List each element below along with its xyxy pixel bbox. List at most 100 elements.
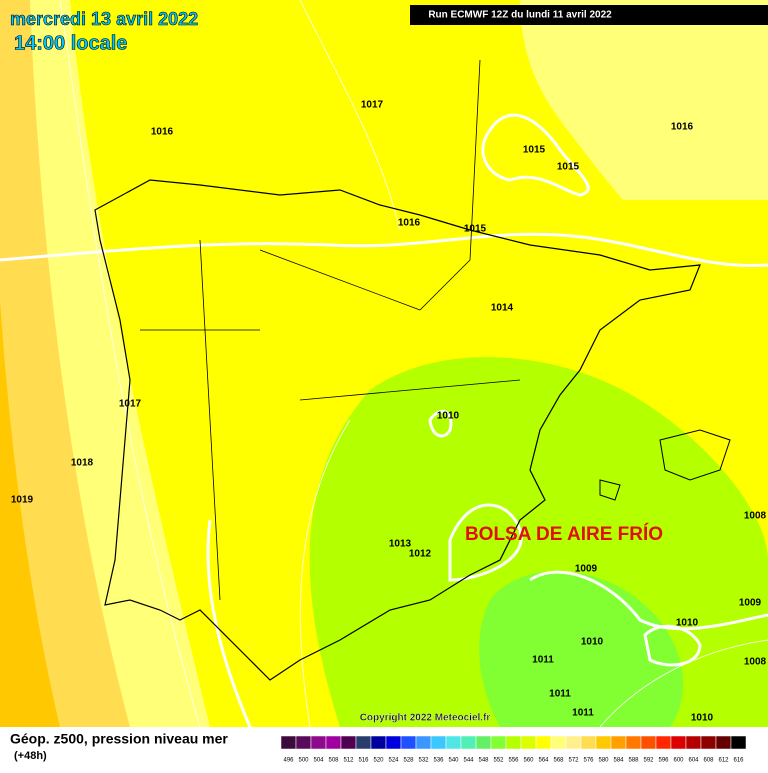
scale-swatch xyxy=(355,735,372,750)
isobar-label: 1008 xyxy=(744,511,767,522)
isobar-label: 1015 xyxy=(464,224,487,235)
borders xyxy=(140,59,521,601)
scale-swatch xyxy=(310,735,327,750)
scale-label: 532 xyxy=(418,758,429,764)
scale-label: 516 xyxy=(358,758,369,764)
scale-swatch xyxy=(460,735,477,750)
scale-label: 576 xyxy=(583,758,594,764)
scale-label: 560 xyxy=(523,758,534,764)
isobar-line xyxy=(206,519,252,728)
scale-label: 580 xyxy=(598,758,609,764)
scale-swatch xyxy=(550,735,567,750)
isobar-label: 1016 xyxy=(398,218,421,229)
isobar-label: 1019 xyxy=(11,495,34,506)
scale-swatch xyxy=(715,735,732,750)
forecast-time: 14:00 locale xyxy=(14,32,127,54)
deep-orange-band xyxy=(0,300,60,727)
scale-label: 500 xyxy=(298,758,309,764)
scale-label: 508 xyxy=(328,758,339,764)
isobar-label: 1017 xyxy=(361,100,384,111)
scale-label: 540 xyxy=(448,758,459,764)
footer-title: Géop. z500, pression niveau mer xyxy=(10,731,228,747)
run-banner xyxy=(410,5,768,25)
scale-swatch xyxy=(475,735,492,750)
annotation: BOLSA DE AIRE FRÍO xyxy=(465,523,663,545)
scale-swatch xyxy=(595,735,612,750)
isobar-label: 1017 xyxy=(119,399,142,410)
scale-swatch xyxy=(685,735,702,750)
scale-swatch xyxy=(385,735,402,750)
scale-swatch xyxy=(490,735,507,750)
isobar-label: 1011 xyxy=(572,708,594,719)
orange-band xyxy=(0,0,130,727)
scale-label: 548 xyxy=(478,758,489,764)
scale-label: 556 xyxy=(508,758,519,764)
isobar-label: 1009 xyxy=(575,564,598,575)
isobar-label: 1018 xyxy=(71,458,94,469)
scale-swatch xyxy=(430,735,447,750)
isobar-labels: 1017 1016 1016 1015 1015 1016 1015 1014 … xyxy=(11,100,767,724)
scale-swatch xyxy=(340,735,357,750)
scale-swatch xyxy=(640,735,657,750)
isobar-line xyxy=(0,232,768,268)
scale-swatch xyxy=(700,735,717,750)
isobar-label: 1013 xyxy=(389,539,412,550)
color-scale: 496 500 504 508 512 516 520 524 528 532 536 540 544 5… xyxy=(280,735,747,764)
scale-label: 608 xyxy=(703,758,714,764)
scale-swatch xyxy=(655,735,672,750)
isobar-label: 1009 xyxy=(739,598,762,609)
scale-swatch xyxy=(580,735,597,750)
isobar-line xyxy=(529,570,768,631)
scale-label: 544 xyxy=(463,758,474,764)
scale-swatch xyxy=(565,735,582,750)
scale-swatch xyxy=(625,735,642,750)
scale-label: 528 xyxy=(403,758,414,764)
isobar-label: 1010 xyxy=(676,618,699,629)
scale-label: 536 xyxy=(433,758,444,764)
scale-swatch xyxy=(730,735,747,750)
scale-swatch xyxy=(295,735,312,750)
scale-label: 572 xyxy=(568,758,579,764)
scale-label: 512 xyxy=(343,758,354,764)
thin-isobars xyxy=(59,0,768,728)
scale-swatch xyxy=(325,735,342,750)
islands xyxy=(599,429,731,501)
isobar-label: 1011 xyxy=(532,655,554,666)
isobar-label: 1010 xyxy=(437,411,460,422)
coastline xyxy=(94,179,701,681)
scale-swatch xyxy=(520,735,537,750)
isobar-line xyxy=(481,113,590,197)
scale-label: 588 xyxy=(628,758,639,764)
isobar-line xyxy=(448,503,523,582)
forecast-date: mercredi 13 avril 2022 xyxy=(10,9,198,29)
scale-swatch xyxy=(505,735,522,750)
scale-label: 564 xyxy=(538,758,549,764)
scale-label: 584 xyxy=(613,758,624,764)
scale-label: 616 xyxy=(733,758,744,764)
scale-label: 520 xyxy=(373,758,384,764)
isobar-label: 1012 xyxy=(409,549,432,560)
scale-swatch xyxy=(445,735,462,750)
scale-swatch xyxy=(670,735,687,750)
isobar-label: 1014 xyxy=(491,303,514,314)
isobars xyxy=(0,113,768,728)
scale-label: 504 xyxy=(313,758,324,764)
scale-label: 596 xyxy=(658,758,669,764)
isobar-label: 1011 xyxy=(549,689,571,700)
isobar-label: 1015 xyxy=(557,162,580,173)
scale-swatch xyxy=(535,735,552,750)
isobar-line xyxy=(428,409,453,438)
scale-swatch xyxy=(280,735,297,750)
scale-label: 604 xyxy=(688,758,699,764)
copyright: Copyright 2022 Meteociel.fr xyxy=(360,713,491,724)
isobar-label: 1016 xyxy=(671,122,694,133)
scale-label: 592 xyxy=(643,758,654,764)
isobar-label: 1008 xyxy=(744,657,767,668)
isobar-label: 1015 xyxy=(523,145,546,156)
scale-label: 600 xyxy=(673,758,684,764)
isobar-label: 1010 xyxy=(691,713,714,724)
isobar-line xyxy=(643,624,702,667)
scale-label: 612 xyxy=(718,758,729,764)
isobar-label: 1016 xyxy=(151,127,174,138)
